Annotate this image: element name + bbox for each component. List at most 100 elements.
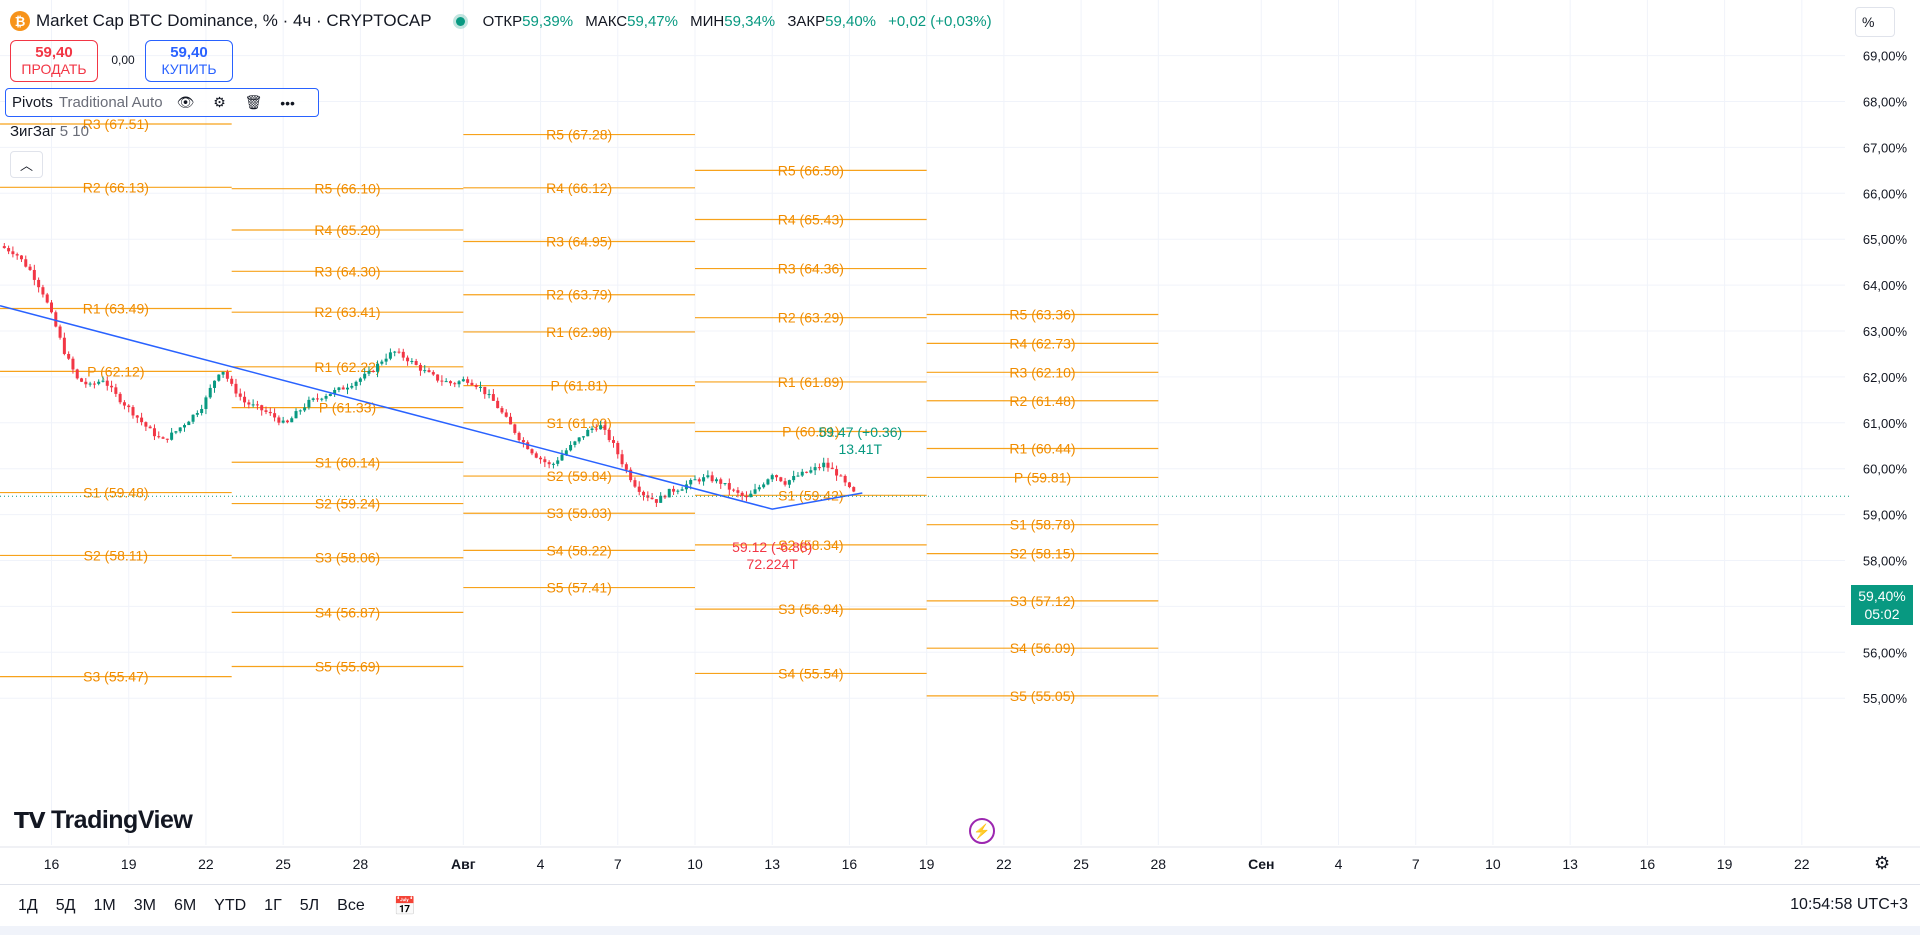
candle-body — [221, 371, 225, 375]
candle-body — [140, 417, 144, 423]
candle-body — [775, 475, 779, 478]
x-tick-label: 28 — [353, 856, 369, 872]
candle-body — [809, 470, 813, 473]
range-1d[interactable]: 1Д — [18, 897, 38, 914]
candle-body — [719, 479, 723, 484]
range-5d[interactable]: 5Д — [55, 897, 76, 914]
candle-body — [144, 422, 148, 427]
candle-body — [629, 469, 633, 481]
candle-body — [732, 489, 736, 491]
pivot-level-label: R1 (62.22) — [314, 359, 380, 375]
range-3m[interactable]: 3М — [133, 897, 156, 914]
candle-body — [569, 444, 573, 451]
candle-body — [328, 393, 332, 396]
candle-body — [487, 394, 491, 396]
buy-button[interactable]: 59,40 КУПИТЬ — [145, 40, 233, 82]
open-value: 59,39% — [522, 12, 574, 30]
candle-body — [11, 251, 15, 255]
candle-body — [354, 381, 358, 386]
trash-icon[interactable]: 🗑 — [244, 94, 263, 110]
y-tick-label: 59,00% — [1863, 508, 1908, 523]
y-tick-label: 68,00% — [1863, 95, 1908, 110]
zigzag-indicator-legend[interactable]: ЗигЗаг 5 10 — [10, 123, 89, 140]
candle-body — [358, 378, 362, 382]
candle-body — [315, 398, 319, 400]
zigzag-label: 59.12 (-6.88) — [732, 539, 812, 555]
more-icon[interactable]: ••• — [280, 94, 295, 111]
candle-body — [843, 475, 847, 483]
zigzag-line — [0, 305, 863, 510]
candle-body — [290, 418, 294, 423]
tradingview-logo[interactable]: 𝗧𝗩 TradingView — [14, 806, 193, 835]
sell-button[interactable]: 59,40 ПРОДАТЬ — [10, 40, 98, 82]
candle-body — [805, 471, 809, 473]
range-ytd[interactable]: YTD — [214, 897, 247, 914]
pivot-level-label: S2 (58.34) — [778, 537, 843, 553]
pivot-level-label: R4 (65.43) — [778, 211, 844, 227]
candle-body — [92, 383, 96, 385]
x-tick-label: 13 — [1562, 856, 1578, 872]
candle-body — [852, 487, 856, 492]
x-tick-label: 16 — [1640, 856, 1656, 872]
candle-body — [161, 437, 165, 439]
pivot-level-label: S4 (55.54) — [778, 665, 843, 681]
candle-body — [539, 457, 543, 460]
candle-body — [105, 380, 109, 386]
pivots-indicator-legend[interactable]: Pivots Traditional Auto 👁 ⚙ 🗑 ••• — [5, 88, 319, 117]
clock[interactable]: 10:54:58 UTC+3 — [1790, 896, 1908, 913]
price-chart[interactable]: 69,00% 68,00% 67,00% 66,00% 65,00% 64,00% 63,0… — [0, 0, 1920, 880]
candle-body — [800, 471, 804, 476]
candle-body — [474, 385, 478, 387]
pivot-level-label: S5 (55.69) — [315, 659, 380, 675]
y-tick-label: 64,00% — [1863, 278, 1908, 293]
candle-body — [616, 442, 620, 455]
axis-settings-icon[interactable]: ⚙ — [1874, 853, 1891, 873]
candle-body — [54, 312, 58, 327]
y-tick-label: 65,00% — [1863, 232, 1908, 247]
candle-body — [693, 479, 697, 481]
pivot-level-label: R3 (62.10) — [1009, 364, 1075, 380]
ohlc-readout: ОТКР59,39% МАКС59,47% МИН59,34% ЗАКР59,4… — [483, 13, 1000, 30]
pivot-level-label: R2 (63.29) — [778, 310, 844, 326]
candle-body — [24, 259, 28, 267]
candle-body — [740, 492, 744, 496]
scale-mode-button[interactable]: % — [1855, 7, 1895, 37]
candle-body — [427, 370, 431, 373]
candle-body — [251, 404, 255, 406]
candle-body — [50, 302, 53, 313]
pivot-level-label: S2 (58.11) — [84, 547, 148, 563]
candle-body — [234, 383, 238, 394]
pivots-args: Traditional Auto — [58, 94, 163, 111]
candle-body — [654, 499, 658, 503]
range-all[interactable]: Все — [337, 897, 365, 914]
collapse-legend-button[interactable]: ︿ — [10, 151, 43, 178]
x-tick-label: 7 — [1412, 856, 1420, 872]
calendar-icon[interactable]: 📅 — [393, 895, 417, 916]
candle-body — [213, 380, 217, 388]
range-6m[interactable]: 6М — [173, 897, 197, 914]
footer-strip — [0, 926, 1920, 935]
range-5y[interactable]: 5Л — [299, 897, 320, 914]
symbol-title[interactable]: Market Cap BTC Dominance, % · 4ч · CRYPT… — [36, 11, 432, 30]
candle-body — [341, 387, 345, 390]
candle-body — [71, 358, 75, 370]
candle-body — [466, 379, 470, 383]
pivot-level-label: R5 (67.28) — [546, 127, 612, 143]
lightning-icon[interactable]: ⚡ — [969, 818, 995, 844]
range-1y[interactable]: 1Г — [264, 897, 282, 914]
candle-body — [281, 420, 285, 423]
market-status-icon[interactable] — [455, 16, 465, 26]
sell-price: 59,40 — [35, 44, 73, 61]
candle-body — [744, 495, 748, 498]
candle-body — [324, 395, 328, 399]
candle-body — [182, 425, 186, 428]
range-1m[interactable]: 1М — [93, 897, 116, 914]
candle-body — [238, 393, 242, 397]
candle-body — [110, 385, 114, 388]
settings-icon[interactable]: ⚙ — [213, 94, 226, 110]
eye-icon[interactable]: 👁 — [176, 94, 195, 110]
pivot-level-label: P (61.33) — [319, 400, 376, 416]
pivot-level-label: R4 (62.73) — [1009, 335, 1075, 351]
candle-body — [88, 383, 92, 385]
candle-body — [787, 480, 791, 485]
